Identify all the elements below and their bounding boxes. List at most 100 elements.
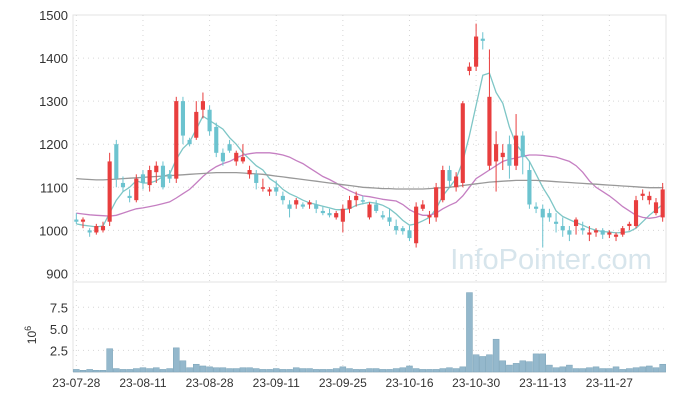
candle-body [633, 200, 639, 227]
volume-bar [372, 368, 380, 373]
volume-bar [506, 364, 513, 373]
candle-body [240, 157, 245, 162]
candle-body [214, 126, 219, 153]
volume-bar [213, 367, 220, 373]
candle-body [227, 144, 232, 151]
candle-body [287, 204, 292, 209]
price-panel-frame [72, 14, 667, 283]
candle-body [553, 221, 559, 224]
volume-bar [539, 353, 546, 373]
ma60-line [76, 171, 663, 190]
candle-body [487, 96, 492, 166]
candle-body [140, 174, 146, 183]
volume-tick-label: 2.5 [50, 343, 68, 358]
volume-bar [119, 369, 127, 373]
x-tick-label: 23-07-28 [52, 376, 100, 390]
volume-bar [259, 369, 267, 373]
volume-bar [499, 360, 507, 373]
candle-body [593, 230, 599, 233]
volume-bar [219, 367, 227, 373]
candle-body [127, 195, 132, 199]
candle-body [120, 182, 126, 188]
price-tick-label: 1000 [39, 223, 68, 238]
volume-bar [452, 368, 460, 373]
candle-body [187, 139, 192, 145]
volume-bar [546, 364, 553, 373]
volume-bar [126, 369, 133, 373]
candle-body [380, 215, 385, 218]
candle-body [540, 208, 545, 218]
candle-body [234, 152, 239, 162]
volume-bar [186, 367, 193, 373]
price-tick-label: 1400 [39, 51, 68, 66]
volume-bar [532, 353, 540, 373]
volume-bar [266, 369, 273, 373]
candle-body [647, 195, 652, 201]
candle-body [280, 195, 285, 201]
volume-bar [346, 368, 353, 373]
candle-body [454, 176, 459, 188]
volume-bar [619, 369, 626, 373]
candle-body [447, 170, 452, 181]
candle-body [100, 226, 106, 231]
candle-body [220, 152, 225, 162]
volume-bar [139, 367, 147, 373]
candle-body [174, 101, 179, 179]
volume-bar [426, 369, 433, 373]
volume-axis-label: 106 [23, 326, 39, 344]
candle-body [567, 230, 572, 235]
x-tick-label: 23-11-27 [586, 376, 633, 390]
candle-body [620, 228, 625, 235]
volume-bar [632, 367, 640, 373]
volume-bar [652, 367, 660, 373]
volume-bar [606, 368, 613, 373]
volume-bar [286, 369, 293, 373]
volume-bar [552, 367, 560, 373]
volume-tick-label: 5.0 [50, 322, 68, 337]
candle-body [320, 210, 325, 214]
volume-bar [246, 367, 253, 373]
volume-bar [146, 368, 153, 373]
price-tick-label: 1200 [39, 137, 68, 152]
candle-body [460, 103, 465, 183]
candle-body [147, 170, 152, 186]
x-tick-label: 23-08-11 [119, 376, 166, 390]
volume-bar [612, 366, 620, 373]
candle-body [434, 187, 439, 218]
volume-bars [73, 292, 666, 373]
volume-bar [386, 369, 393, 373]
volume-bar [572, 368, 580, 373]
candle-body [134, 178, 139, 201]
ma20-line [76, 152, 663, 219]
x-tick-label: 23-11-13 [519, 376, 566, 390]
candle-body [507, 144, 512, 166]
volume-bar [199, 365, 207, 373]
volume-bar [419, 369, 427, 373]
candle-body [94, 226, 99, 233]
volume-bar [352, 369, 360, 373]
volume-bar [626, 368, 633, 373]
candle-body [627, 223, 632, 227]
volume-bar [239, 367, 247, 373]
volume-bar [432, 369, 440, 373]
volume-bar [519, 360, 526, 373]
volume-bar [279, 369, 287, 373]
volume-bar [93, 370, 100, 373]
candle-body [307, 202, 312, 205]
moving-average-lines [76, 72, 664, 234]
candle-body [180, 101, 186, 136]
candle-body [600, 230, 605, 235]
volume-bar [486, 354, 493, 373]
volume-bar [252, 368, 260, 373]
price-tick-label: 900 [46, 266, 68, 281]
volume-bar [472, 354, 480, 373]
candle-body [374, 204, 379, 211]
volume-bar [392, 368, 400, 373]
candle-body [260, 187, 265, 189]
candle-body [400, 228, 405, 232]
candle-body [534, 206, 539, 209]
candle-body [580, 228, 585, 231]
volume-bar [292, 367, 300, 373]
